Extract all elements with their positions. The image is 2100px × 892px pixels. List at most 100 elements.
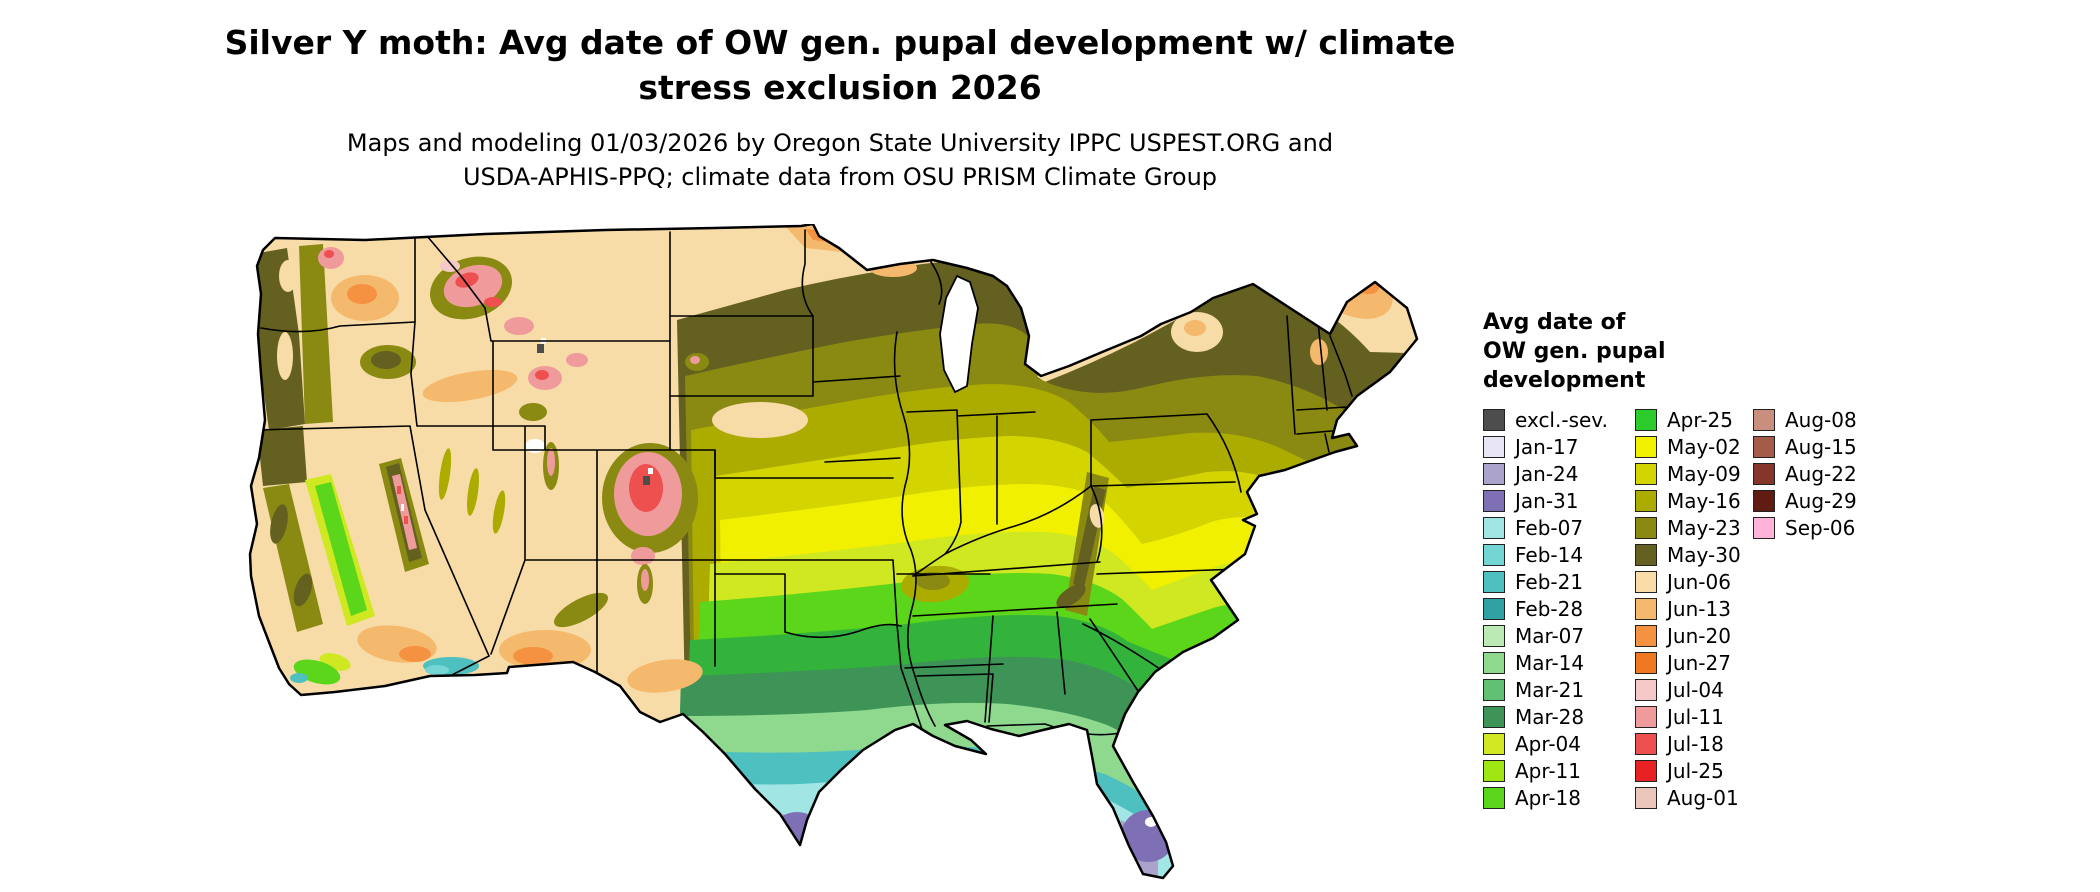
- legend-row: Feb-14: [1483, 543, 1635, 567]
- legend-row: Jul-11: [1635, 705, 1753, 729]
- legend-label: Apr-04: [1515, 732, 1581, 756]
- legend-row: Jul-18: [1635, 732, 1753, 756]
- legend-row: Apr-11: [1483, 759, 1635, 783]
- subtitle-line2: USDA-APHIS-PPQ; climate data from OSU PR…: [462, 163, 1218, 191]
- us-map: [245, 222, 1445, 888]
- legend-row: Jul-04: [1635, 678, 1753, 702]
- legend-label: Jun-13: [1667, 597, 1731, 621]
- legend-column-2: Apr-25 May-02 May-09 May-16 May-23 May-3…: [1635, 408, 1753, 814]
- legend-row: Apr-18: [1483, 786, 1635, 810]
- legend-label: Jul-25: [1667, 759, 1724, 783]
- state-borders: [254, 229, 1364, 736]
- legend-row: Jul-25: [1635, 759, 1753, 783]
- legend-swatch: [1635, 625, 1657, 647]
- legend-label: Aug-29: [1785, 489, 1857, 513]
- legend-swatch: [1753, 490, 1775, 512]
- legend-label: Feb-28: [1515, 597, 1584, 621]
- legend-label: Jan-31: [1515, 489, 1579, 513]
- legend-row: Jan-24: [1483, 462, 1635, 486]
- legend-row: Mar-07: [1483, 624, 1635, 648]
- legend-label: Mar-14: [1515, 651, 1585, 675]
- legend-label: Aug-22: [1785, 462, 1857, 486]
- legend: Avg date of OW gen. pupal development ex…: [1483, 308, 1885, 814]
- legend-row: Mar-21: [1483, 678, 1635, 702]
- legend-row: Aug-08: [1753, 408, 1885, 432]
- legend-row: Jan-17: [1483, 435, 1635, 459]
- legend-swatch: [1635, 706, 1657, 728]
- legend-label: Jul-04: [1667, 678, 1724, 702]
- legend-label: Aug-01: [1667, 786, 1739, 810]
- legend-label: Aug-08: [1785, 408, 1857, 432]
- subtitle: Maps and modeling 01/03/2026 by Oregon S…: [0, 126, 1680, 194]
- legend-row: Jun-20: [1635, 624, 1753, 648]
- legend-swatch: [1753, 436, 1775, 458]
- legend-label: Apr-11: [1515, 759, 1581, 783]
- legend-row: Aug-29: [1753, 489, 1885, 513]
- legend-row: Aug-15: [1753, 435, 1885, 459]
- legend-label: Mar-28: [1515, 705, 1585, 729]
- legend-swatch: [1483, 625, 1505, 647]
- legend-row: May-02: [1635, 435, 1753, 459]
- legend-swatch: [1483, 598, 1505, 620]
- legend-swatch: [1483, 517, 1505, 539]
- page-title-line1: Silver Y moth: Avg date of OW gen. pupal…: [224, 23, 1456, 62]
- legend-swatch: [1635, 544, 1657, 566]
- subtitle-line1: Maps and modeling 01/03/2026 by Oregon S…: [346, 129, 1334, 157]
- legend-row: Jun-06: [1635, 570, 1753, 594]
- legend-swatch: [1635, 760, 1657, 782]
- legend-swatch: [1635, 733, 1657, 755]
- legend-swatch: [1635, 409, 1657, 431]
- legend-swatch: [1635, 679, 1657, 701]
- legend-swatch: [1753, 409, 1775, 431]
- legend-row: May-23: [1635, 516, 1753, 540]
- legend-row: Apr-04: [1483, 732, 1635, 756]
- legend-swatch: [1635, 463, 1657, 485]
- legend-label: Apr-18: [1515, 786, 1581, 810]
- legend-title-line2: OW gen. pupal: [1483, 339, 1666, 364]
- legend-label: excl.-sev.: [1515, 408, 1608, 432]
- legend-label: Jun-27: [1667, 651, 1731, 675]
- legend-swatch: [1483, 652, 1505, 674]
- legend-swatch: [1635, 652, 1657, 674]
- legend-swatch: [1753, 517, 1775, 539]
- legend-swatch: [1635, 436, 1657, 458]
- legend-title-line3: development: [1483, 368, 1646, 393]
- us-map-svg: [248, 222, 1419, 880]
- lake-michigan: [939, 274, 979, 394]
- legend-swatch: [1483, 463, 1505, 485]
- legend-swatch: [1483, 544, 1505, 566]
- legend-row: Mar-28: [1483, 705, 1635, 729]
- legend-label: May-30: [1667, 543, 1741, 567]
- legend-row: Mar-14: [1483, 651, 1635, 675]
- legend-row: Aug-01: [1635, 786, 1753, 810]
- legend-swatch: [1483, 760, 1505, 782]
- legend-label: Mar-07: [1515, 624, 1585, 648]
- legend-label: Feb-07: [1515, 516, 1584, 540]
- legend-swatch: [1483, 679, 1505, 701]
- legend-row: Feb-07: [1483, 516, 1635, 540]
- legend-label: May-16: [1667, 489, 1741, 513]
- legend-row: May-16: [1635, 489, 1753, 513]
- legend-label: May-02: [1667, 435, 1741, 459]
- legend-swatch: [1635, 787, 1657, 809]
- map-western-terrain: [253, 226, 1393, 693]
- legend-row: Jan-31: [1483, 489, 1635, 513]
- legend-swatch: [1483, 409, 1505, 431]
- legend-row: May-30: [1635, 543, 1753, 567]
- legend-row: excl.-sev.: [1483, 408, 1635, 432]
- legend-swatch: [1753, 463, 1775, 485]
- legend-label: May-23: [1667, 516, 1741, 540]
- legend-label: Jul-11: [1667, 705, 1724, 729]
- legend-swatch: [1635, 517, 1657, 539]
- legend-column-3: Aug-08 Aug-15 Aug-22 Aug-29 Sep-06: [1753, 408, 1885, 814]
- legend-row: Feb-28: [1483, 597, 1635, 621]
- legend-label: Sep-06: [1785, 516, 1856, 540]
- legend-label: Aug-15: [1785, 435, 1857, 459]
- title-block: Silver Y moth: Avg date of OW gen. pupal…: [0, 20, 1680, 194]
- legend-label: Apr-25: [1667, 408, 1733, 432]
- legend-swatch: [1483, 706, 1505, 728]
- legend-row: Feb-21: [1483, 570, 1635, 594]
- map-color-bands: [675, 262, 1417, 878]
- legend-title: Avg date of OW gen. pupal development: [1483, 308, 1885, 395]
- legend-swatch: [1635, 598, 1657, 620]
